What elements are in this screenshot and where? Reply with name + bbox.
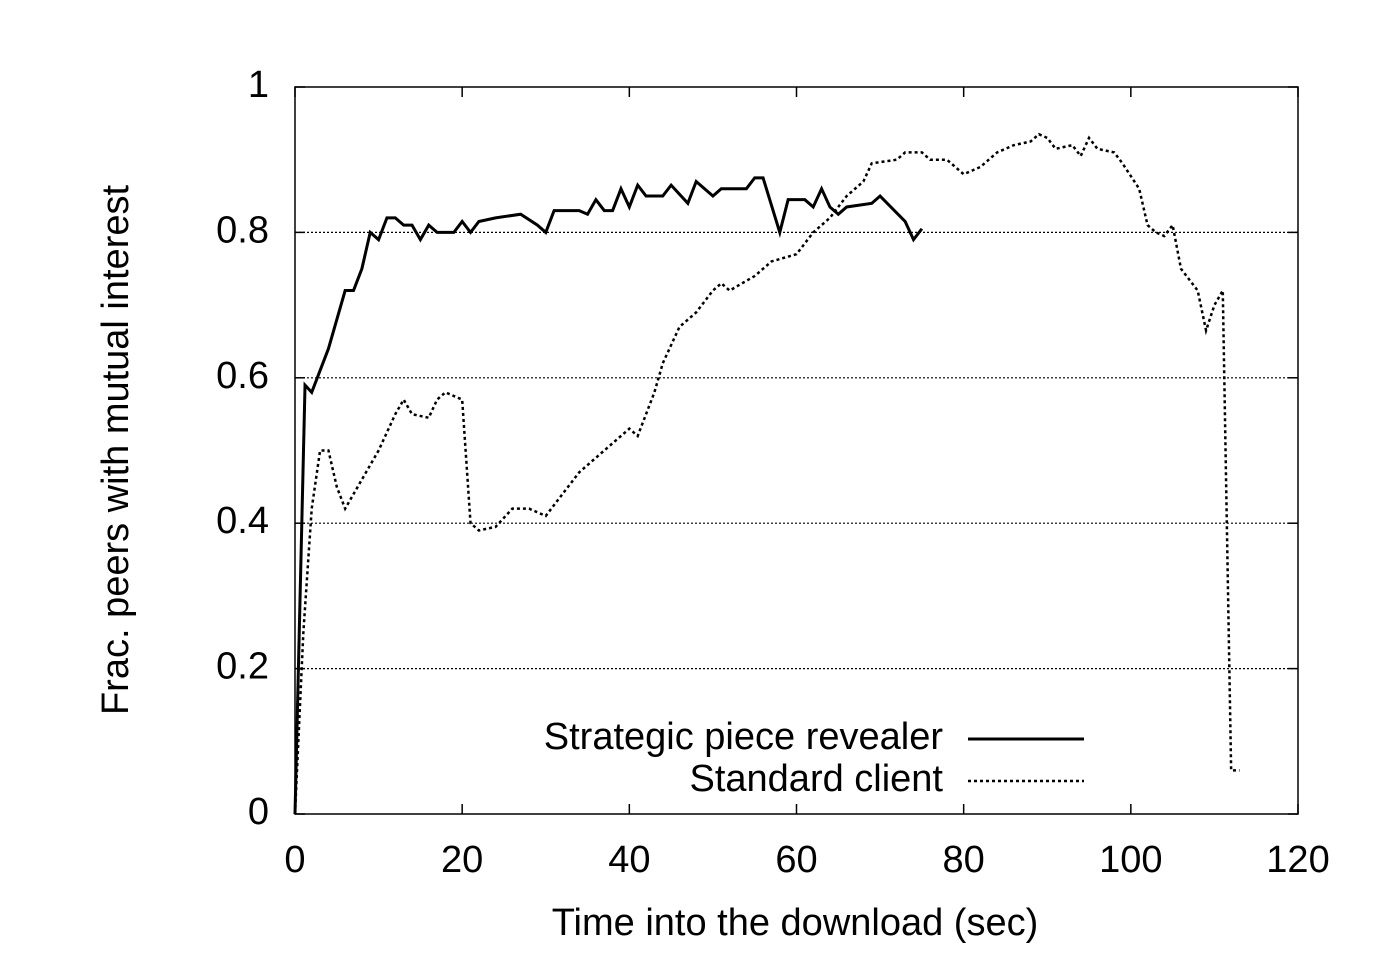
y-tick-label: 0.6: [216, 355, 269, 397]
x-tick-label: 20: [441, 839, 483, 881]
y-tick-label: 1: [248, 64, 269, 106]
y-tick-label: 0.4: [216, 500, 269, 542]
legend-label: Standard client: [690, 758, 944, 800]
x-tick-label: 80: [943, 839, 985, 881]
y-axis-label: Frac. peers with mutual interest: [95, 185, 137, 716]
y-tick-label: 0: [248, 791, 269, 833]
legend-label: Strategic piece revealer: [544, 716, 944, 758]
y-tick-label: 0.2: [216, 646, 269, 688]
x-tick-label: 40: [608, 839, 650, 881]
x-tick-label: 60: [775, 839, 817, 881]
x-tick-label: 120: [1266, 839, 1329, 881]
x-tick-label: 0: [284, 839, 305, 881]
y-tick-label: 0.8: [216, 209, 269, 251]
x-tick-label: 100: [1099, 839, 1162, 881]
series-line: [293, 176, 924, 815]
series-line: [293, 132, 1240, 815]
x-axis-label: Time into the download (sec): [552, 902, 1039, 944]
plot-frame: [294, 86, 1299, 815]
